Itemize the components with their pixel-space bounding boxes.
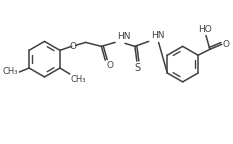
Text: HO: HO [198, 24, 212, 34]
Text: HN: HN [117, 32, 131, 41]
Text: CH₃: CH₃ [3, 68, 18, 76]
Text: S: S [135, 63, 141, 73]
Text: O: O [69, 42, 76, 51]
Text: O: O [106, 61, 113, 70]
Text: CH₃: CH₃ [71, 75, 86, 84]
Text: O: O [223, 40, 230, 49]
Text: HN: HN [151, 31, 164, 40]
